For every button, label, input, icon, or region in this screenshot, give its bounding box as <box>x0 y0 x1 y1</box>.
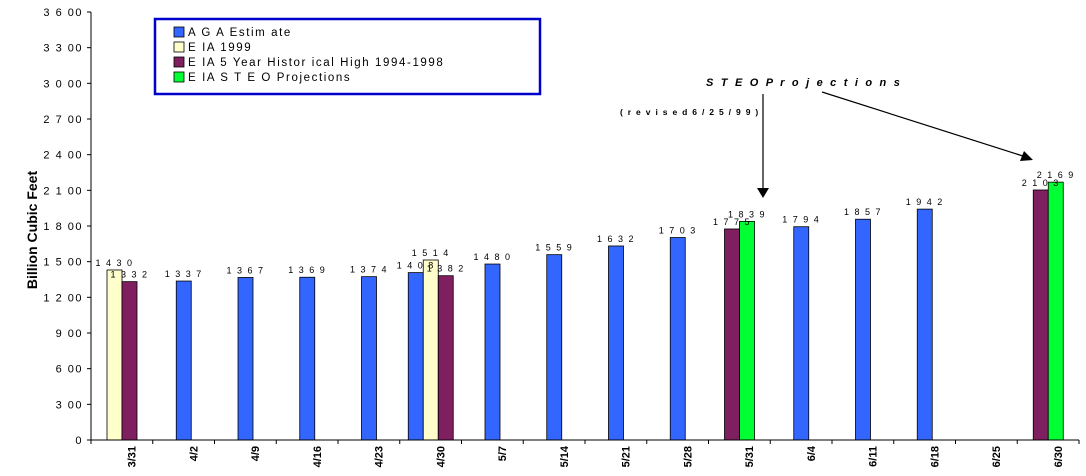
data-label: 1 3 6 7 <box>226 265 264 275</box>
x-tick-label: 6/25 <box>991 446 1003 467</box>
data-label: 1 7 0 3 <box>659 226 697 236</box>
y-tick-label: 2 4 00 <box>43 150 83 162</box>
y-tick-label: 1 8 00 <box>43 221 83 233</box>
annotations: S T E O P r o j e c t i o n s ( r e v i … <box>620 77 1033 198</box>
data-label: 1 8 3 9 <box>728 209 766 219</box>
x-tick-label: 5/28 <box>682 446 694 467</box>
data-label: 1 3 8 2 <box>427 264 465 274</box>
bar <box>361 276 377 441</box>
data-label: 1 9 4 2 <box>906 197 944 207</box>
legend-swatch <box>173 41 185 53</box>
x-tick-label: 3/31 <box>127 446 139 467</box>
bar <box>407 272 424 441</box>
annotation-arrowhead-6-30 <box>1020 151 1033 161</box>
y-tick-label: 9 00 <box>56 328 83 340</box>
legend-swatch <box>173 26 185 38</box>
bar <box>608 245 624 441</box>
x-axis: 3/31 4/2 4/9 4/16 4/23 4/30 5/7 5/14 5/21 5/28 5/3… <box>90 439 1080 467</box>
y-tick-label: 6 00 <box>56 364 83 376</box>
bar <box>484 263 501 441</box>
bar <box>855 218 871 441</box>
y-tick-label: 1 2 00 <box>43 292 83 304</box>
bar <box>299 276 316 441</box>
legend-label: E IA S T E O Projections <box>188 72 351 84</box>
legend-swatch <box>173 56 185 68</box>
x-tick-label: 5/14 <box>559 445 571 467</box>
bar <box>916 208 933 441</box>
data-label: 1 6 3 2 <box>597 234 635 244</box>
x-tick-label: 4/23 <box>374 446 386 467</box>
annotation-revised-date: ( r e v i s e d 6 / 2 5 / 9 9 ) <box>620 107 760 117</box>
bar <box>546 254 563 441</box>
bar <box>1032 189 1049 441</box>
data-label: 1 8 5 7 <box>844 207 882 217</box>
legend: A G A Estim ate E IA 1999 E IA 5 Year Hist… <box>153 17 542 96</box>
data-label: 1 3 7 4 <box>350 265 388 275</box>
x-tick-label: 4/30 <box>435 446 447 467</box>
data-label: 1 5 1 4 <box>412 248 450 258</box>
y-tick-label: 0 <box>75 435 83 447</box>
x-tick-label: 4/2 <box>188 446 200 461</box>
bar <box>724 228 740 441</box>
bar <box>437 275 454 441</box>
bar <box>175 280 192 441</box>
y-tick-label: 2 1 00 <box>43 185 83 197</box>
bar <box>669 237 686 441</box>
data-label: 1 4 3 0 <box>95 258 133 268</box>
data-labels: 1 4 3 0 1 3 3 2 1 3 3 7 1 3 6 7 1 3 6 9 1 3 7… <box>95 170 1075 280</box>
y-axis: 0 3 00 6 00 9 00 1 2 00 1 5 00 1 8 00 2 1 00 2 4… <box>43 7 92 447</box>
data-label: 2 1 6 9 <box>1037 170 1075 180</box>
annotation-arrow-6-30 <box>821 91 1027 158</box>
x-tick-label: 5/7 <box>497 446 509 461</box>
y-tick-label: 3 00 <box>56 399 83 411</box>
y-tick-label: 3 0 00 <box>43 78 83 90</box>
legend-label: A G A Estim ate <box>188 27 292 39</box>
x-tick-label: 5/21 <box>621 446 633 467</box>
bar <box>1047 181 1064 441</box>
x-tick-label: 6/18 <box>929 446 941 467</box>
data-label: 1 5 5 9 <box>535 243 573 253</box>
y-tick-label: 2 7 00 <box>43 114 83 126</box>
legend-swatch <box>173 71 185 83</box>
data-label: 2 1 0 3 <box>1022 178 1060 188</box>
y-tick-label: 3 6 00 <box>43 7 83 19</box>
data-label: 1 4 0 8 <box>397 261 435 271</box>
x-tick-label: 6/11 <box>868 446 880 467</box>
bars <box>106 181 1064 441</box>
bar <box>793 226 810 441</box>
bar <box>422 259 439 441</box>
data-label: 1 7 9 4 <box>782 215 820 225</box>
legend-label: E IA 5 Year Histor ical High 1994-1998 <box>188 57 444 69</box>
y-tick-label: 1 5 00 <box>43 257 83 269</box>
data-label: 1 3 3 7 <box>165 269 203 279</box>
legend-box <box>153 17 542 96</box>
legend-label: E IA 1999 <box>188 42 252 54</box>
bar <box>739 220 755 441</box>
x-tick-label: 6/4 <box>806 445 818 461</box>
x-tick-label: 6/30 <box>1053 446 1065 467</box>
bar <box>237 277 254 441</box>
x-tick-label: 4/16 <box>312 446 324 467</box>
data-label: 1 3 6 9 <box>288 265 326 275</box>
data-label: 1 7 7 5 <box>713 217 751 227</box>
y-axis-title: Billion Cubic Feet <box>24 171 40 290</box>
data-label: 1 3 3 2 <box>110 270 148 280</box>
annotation-steo-projections: S T E O P r o j e c t i o n s <box>706 77 902 89</box>
annotation-arrowhead-5-31 <box>757 188 769 198</box>
x-tick-label: 4/9 <box>250 446 262 461</box>
bar <box>106 269 123 441</box>
data-label: 1 4 8 0 <box>473 252 511 262</box>
y-tick-label: 3 3 00 <box>43 43 83 55</box>
bar <box>121 281 138 441</box>
x-tick-label: 5/31 <box>744 446 756 467</box>
